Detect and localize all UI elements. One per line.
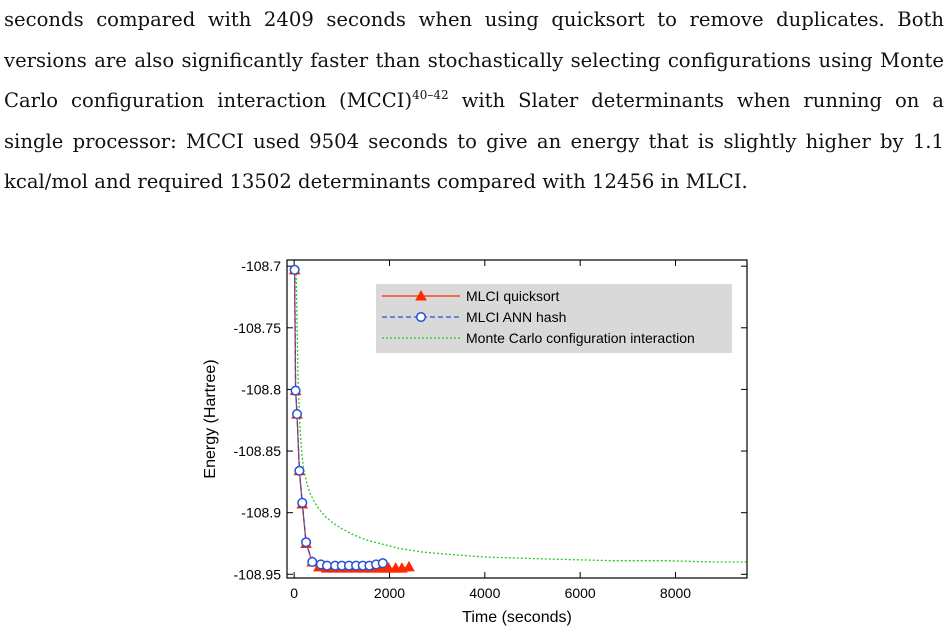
data-point [289,264,300,275]
y-tick-label: -108.9 [241,505,281,521]
data-point [290,385,301,396]
y-tick-label: -108.95 [234,566,282,582]
legend-items: MLCI quicksort MLCI ANN hash Monte Carlo c… [382,288,695,346]
y-tick-label: -108.85 [234,443,282,459]
legend-label-2: Monte Carlo configuration interaction [466,330,695,346]
data-point [291,409,303,420]
y-tick-label: -108.75 [234,320,282,336]
x-tick-label: 4000 [469,585,500,601]
y-tick-label: -108.8 [241,381,281,397]
legend: MLCI quicksort MLCI ANN hash Monte Carlo c… [376,284,732,353]
data-point [301,537,312,548]
series-2 [295,269,748,563]
x-tick-label: 0 [290,585,298,601]
y-tick-label: -108.7 [241,258,281,274]
series-line [295,269,748,563]
paragraph-line-3-start: Carlo configuration interaction (MCCI) [4,89,413,112]
paragraph-line-2: versions are also significantly faster t… [4,48,944,72]
data-point [297,497,308,508]
paragraph-line-4: single processor: MCCI used 9504 seconds… [4,129,944,153]
paragraph-line-3-end: with Slater determinants when running on… [448,89,944,112]
x-tick-label: 6000 [565,585,596,601]
citation-superscript: 40–42 [412,88,449,102]
paragraph-line-5: kcal/mol and required 13502 determinants… [4,170,748,193]
legend-label-0: MLCI quicksort [466,288,559,304]
data-point [403,560,415,572]
data-point [294,465,305,476]
x-axis-label: Time (seconds) [462,609,572,626]
x-tick-label: 2000 [374,585,405,601]
legend-label-1: MLCI ANN hash [466,309,566,325]
legend-marker-0 [415,289,427,301]
y-axis-ticks: -108.7 -108.75 -108.8 -108.85 -108.9 -108.95 [234,258,747,582]
energy-vs-time-chart: -108.7-108.75-108.8-108.85-108.9-108.95 … [202,258,748,626]
paragraph-line-3: Carlo configuration interaction (MCCI)40… [4,81,944,122]
series-1 [289,264,388,571]
paragraph-line-1: seconds compared with 2409 seconds when … [4,8,944,31]
data-point [321,560,333,571]
paper-paragraph: seconds compared with 2409 seconds when … [4,0,944,203]
x-axis-ticks: 0 2000 4000 6000 8000 [290,260,691,601]
y-axis-label: Energy (Hartree) [202,359,219,478]
series-layer [288,263,748,573]
data-point [382,562,395,573]
data-point [307,556,318,568]
legend-marker-1 [415,311,427,323]
data-point [377,558,388,569]
x-tick-label: 8000 [660,585,691,601]
